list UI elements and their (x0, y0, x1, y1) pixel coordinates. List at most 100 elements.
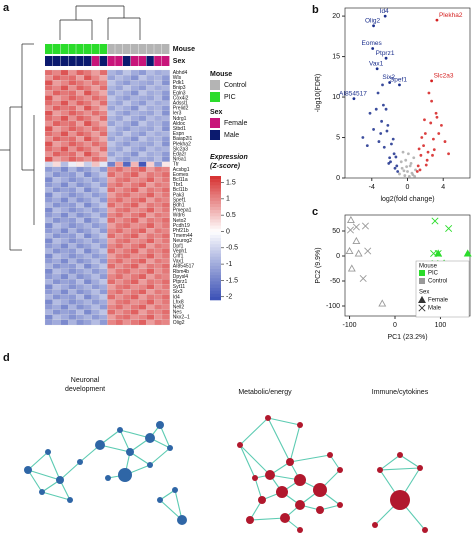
heatmap-cell (138, 202, 147, 208)
heatmap-cell (115, 202, 124, 208)
volcano-point (376, 91, 380, 95)
heatmap-cell (107, 110, 116, 116)
heatmap-cell (83, 304, 92, 310)
heatmap-cell (146, 110, 155, 116)
heatmap-cell (99, 243, 108, 249)
heatmap-cell (107, 212, 116, 218)
network-edge (399, 454, 421, 469)
heatmap-cell (76, 171, 85, 178)
heatmap-cell (83, 110, 92, 116)
heatmap-cell (115, 304, 124, 310)
heatmap-cell (83, 126, 92, 132)
heatmap-cell (138, 294, 147, 300)
y-tick-label: 0 (336, 253, 340, 260)
heatmap-cell (52, 136, 61, 142)
volcano-point (374, 107, 378, 111)
pca-point (345, 246, 354, 255)
heatmap-cell (161, 299, 170, 305)
row-label: Ndrg1 (173, 116, 187, 122)
heatmap-cell (122, 151, 131, 157)
heatmap-cell (115, 197, 124, 203)
network-node (167, 445, 173, 451)
heatmap-cell (146, 69, 155, 76)
volcano-point (402, 169, 406, 173)
labeled-point (372, 24, 375, 28)
network-node (265, 470, 275, 480)
y-tick-label: 50 (332, 228, 340, 235)
heatmap-cell (83, 75, 92, 81)
heatmap-cell (146, 146, 155, 152)
heatmap-cell (122, 304, 131, 310)
volcano-point (381, 103, 385, 107)
heatmap-cell (154, 120, 163, 127)
labeled-point (371, 47, 375, 50)
heatmap-cell (76, 141, 85, 147)
heatmap-cell (52, 212, 61, 218)
pca-point (434, 249, 443, 257)
heatmap-cell (76, 294, 85, 300)
heatmap-cell (107, 197, 116, 203)
heatmap-cell (83, 120, 92, 127)
row-label: Lhx8 (173, 299, 184, 305)
heatmap-cell (107, 273, 116, 280)
network-node (246, 516, 254, 524)
heatmap-cell (115, 120, 124, 127)
network-edge (159, 424, 171, 449)
heatmap-cell (44, 202, 53, 208)
y-tick-label: -100 (326, 303, 340, 310)
heatmap-cell (68, 146, 77, 152)
heatmap-cell (99, 212, 108, 218)
heatmap-cell (154, 289, 163, 295)
heatmap-cell (107, 166, 116, 173)
heatmap-cell (83, 171, 92, 178)
heatmap-cell (161, 207, 170, 213)
heatmap-cell (130, 248, 139, 254)
heatmap-cell (154, 187, 163, 193)
sex-annotation (130, 56, 139, 66)
heatmap-cell (107, 115, 116, 122)
heatmap-cell (161, 95, 170, 101)
heatmap-cell (154, 248, 163, 254)
heatmap-cell (52, 161, 61, 167)
network-edge (27, 469, 43, 493)
heatmap-cell (161, 222, 170, 229)
heatmap-cell (146, 95, 155, 101)
gene-label: Plekha2 (439, 12, 463, 19)
heatmap-cell (138, 207, 147, 213)
heatmap-cell (76, 253, 85, 259)
heatmap-cell (99, 95, 108, 101)
sex-annotation (107, 56, 115, 66)
heatmap-cell (154, 69, 163, 76)
heatmap-cell (130, 279, 139, 285)
heatmap-cell (68, 69, 77, 76)
heatmap-cell (91, 197, 100, 203)
row-label: Id4 (173, 294, 180, 300)
x-axis-label: log2(fold change) (380, 196, 434, 203)
heatmap-cell (44, 115, 53, 122)
network-edge (289, 424, 301, 463)
heatmap-cell (130, 136, 139, 142)
row-label: Dpysl4 (173, 274, 189, 280)
heatmap-cell (154, 268, 163, 275)
heatmap-cell (99, 207, 108, 213)
heatmap-cell (154, 80, 163, 86)
x-tick-label: 0 (393, 322, 397, 329)
heatmap-cell (99, 279, 108, 285)
mouse-annotation (115, 44, 123, 54)
network-node (177, 515, 187, 525)
heatmap-cell (122, 100, 131, 106)
volcano-point (412, 156, 416, 160)
heatmap-cell (107, 304, 116, 310)
heatmap-cell (83, 187, 92, 193)
heatmap-cell (146, 253, 155, 259)
heatmap-cell (130, 85, 139, 91)
heatmap-cell (115, 141, 124, 147)
heatmap-cell (146, 309, 155, 315)
network-node (95, 440, 105, 450)
heatmap-cell (130, 253, 139, 259)
heatmap-cell (115, 279, 124, 285)
heatmap-cell (68, 90, 77, 96)
heatmap-cell (83, 69, 92, 76)
labeled-point (398, 83, 401, 87)
y-tick-label: 10 (332, 94, 340, 101)
